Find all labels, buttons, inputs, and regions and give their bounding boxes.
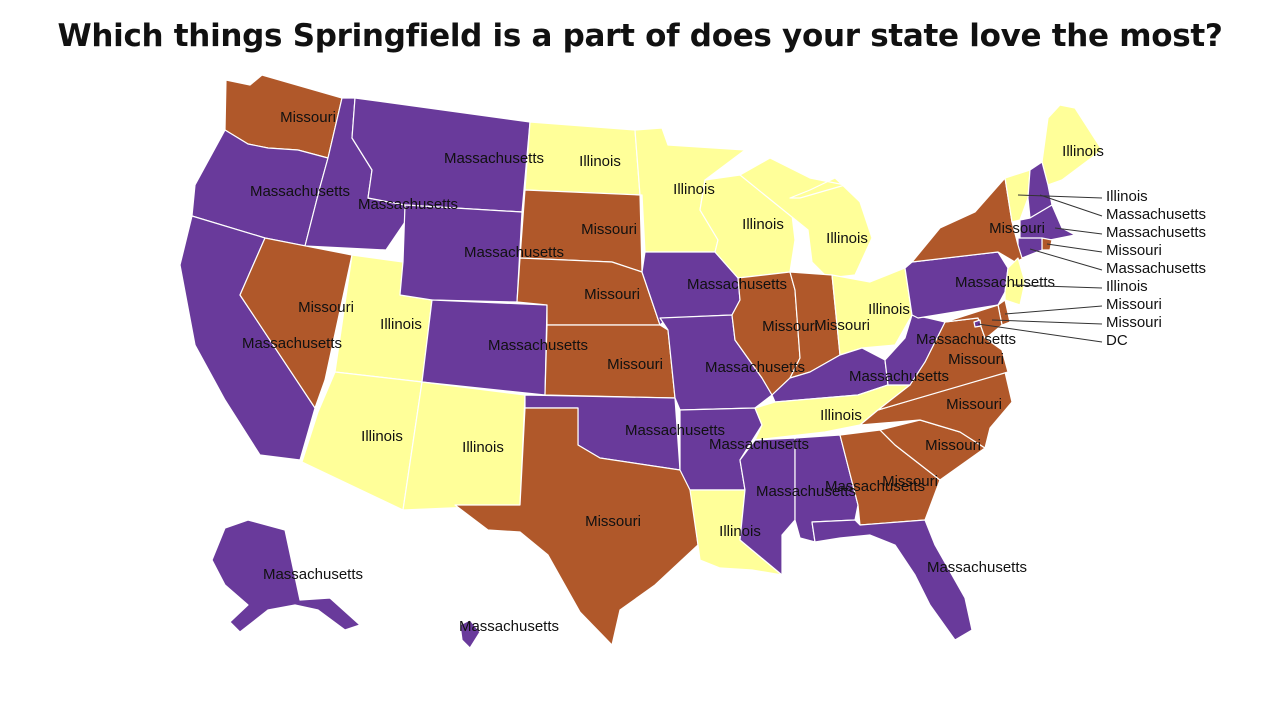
- label-georgia: Missouri: [882, 473, 938, 490]
- state-alaska: [211, 519, 361, 633]
- label-new-york: Missouri: [989, 220, 1045, 237]
- label-alabama: Massachusetts: [825, 478, 925, 495]
- label-tennessee: Illinois: [820, 407, 862, 424]
- callout-new-jersey: Illinois: [1106, 278, 1148, 295]
- label-iowa: Massachusetts: [687, 276, 787, 293]
- callout-dc: DC: [1106, 332, 1128, 349]
- leader-new-jersey: [1013, 284, 1103, 289]
- label-kentucky: Massachusetts: [849, 368, 949, 385]
- label-pennsylvania: Massachusetts: [955, 274, 1055, 291]
- label-west-virginia: Massachusetts: [916, 331, 1016, 348]
- label-washington: Missouri: [280, 109, 336, 126]
- leader-maryland: [991, 319, 1103, 325]
- state-vermont: [1004, 169, 1031, 223]
- state-maryland: [944, 304, 1003, 339]
- northeast-callouts: Illinois Massachusetts Massachusetts Mis…: [977, 188, 1206, 349]
- map-title: Which things Springfield is a part of do…: [57, 18, 1223, 54]
- label-wyoming: Massachusetts: [464, 244, 564, 261]
- label-wisconsin: Illinois: [742, 216, 784, 233]
- label-utah: Illinois: [380, 316, 422, 333]
- label-colorado: Massachusetts: [488, 337, 588, 354]
- label-kansas: Missouri: [607, 356, 663, 373]
- label-arizona: Illinois: [361, 428, 403, 445]
- label-alaska: Massachusetts: [263, 566, 363, 583]
- leader-delaware: [1004, 305, 1103, 315]
- callout-maryland: Missouri: [1106, 314, 1162, 331]
- label-mississippi: Massachusetts: [756, 483, 856, 500]
- label-south-carolina: Missouri: [925, 437, 981, 454]
- label-texas: Missouri: [585, 513, 641, 530]
- label-oregon: Massachusetts: [250, 183, 350, 200]
- state-michigan: [739, 157, 873, 279]
- state-new-york: [911, 177, 1039, 263]
- label-indiana: Missouri: [814, 317, 870, 334]
- state-connecticut: [1017, 237, 1043, 259]
- label-oklahoma: Massachusetts: [625, 422, 725, 439]
- label-north-carolina: Missouri: [946, 396, 1002, 413]
- state-texas: [454, 407, 699, 646]
- label-north-dakota: Illinois: [579, 153, 621, 170]
- label-idaho: Massachusetts: [358, 196, 458, 213]
- state-hawaii: [459, 619, 481, 649]
- leader-dc: [977, 323, 1103, 343]
- state-nevada: [239, 237, 353, 409]
- leader-new-hampshire: [1039, 194, 1103, 217]
- label-nevada: Missouri: [298, 299, 354, 316]
- state-new-jersey: [1004, 257, 1026, 306]
- label-minnesota: Illinois: [673, 181, 715, 198]
- label-louisiana: Illinois: [719, 523, 761, 540]
- callout-delaware: Missouri: [1106, 296, 1162, 313]
- leader-connecticut: [1029, 248, 1103, 271]
- label-nebraska: Missouri: [584, 286, 640, 303]
- label-michigan: Illinois: [826, 230, 868, 247]
- callout-new-hampshire: Massachusetts: [1106, 206, 1206, 223]
- label-illinois: Missouri: [762, 318, 818, 335]
- state-florida: [811, 519, 973, 641]
- callout-rhode-island: Missouri: [1106, 242, 1162, 259]
- label-new-mexico: Illinois: [462, 439, 504, 456]
- state-north-carolina: [859, 371, 1013, 449]
- state-arizona: [301, 371, 423, 511]
- label-ohio: Illinois: [868, 301, 910, 318]
- callout-massachusetts: Massachusetts: [1106, 224, 1206, 241]
- label-hawaii: Massachusetts: [459, 618, 559, 635]
- label-south-dakota: Missouri: [581, 221, 637, 238]
- label-virginia: Missouri: [948, 351, 1004, 368]
- label-arkansas: Massachusetts: [709, 436, 809, 453]
- label-california: Massachusetts: [242, 335, 342, 352]
- label-maine: Illinois: [1062, 143, 1104, 160]
- callout-connecticut: Massachusetts: [1106, 260, 1206, 277]
- label-montana: Massachusetts: [444, 150, 544, 167]
- state-district-of-columbia: [973, 319, 982, 328]
- leader-massachusetts: [1054, 227, 1103, 235]
- label-florida: Massachusetts: [927, 559, 1027, 576]
- state-labels: Missouri Massachusetts Massachusetts Mas…: [242, 109, 1104, 635]
- label-missouri: Massachusetts: [705, 359, 805, 376]
- leader-rhode-island: [1046, 243, 1103, 253]
- leader-vermont: [1017, 194, 1103, 199]
- callout-vermont: Illinois: [1106, 188, 1148, 205]
